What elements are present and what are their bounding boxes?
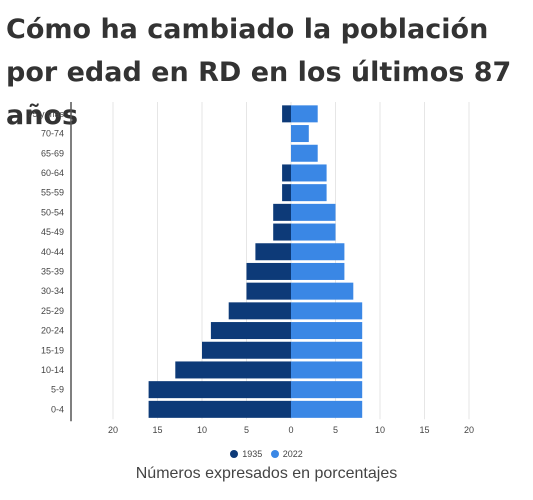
bar-2022-35-39 (291, 262, 345, 280)
y-tick-label-4: 55-59 (41, 188, 64, 198)
legend-label-1935: 1935 (242, 449, 263, 459)
bar-1935-55-59 (282, 184, 291, 202)
legend-item-1935[interactable]: 1935 (230, 449, 262, 459)
bar-2022-55-59 (291, 184, 327, 202)
y-tick-label-11: 20-24 (41, 326, 64, 336)
chart-legend: 1935 2022 (0, 449, 533, 460)
bar-2022-60-64 (291, 164, 327, 182)
y-tick-label-0: 75 y más (27, 109, 64, 119)
y-tick-label-9: 30-34 (41, 286, 64, 296)
bar-1935-35-39 (246, 262, 291, 280)
x-tick-label-4: 0 (288, 425, 293, 435)
bar-2022-30-34 (291, 282, 354, 300)
y-tick-label-3: 60-64 (41, 168, 64, 178)
x-tick-label-2: 10 (197, 425, 207, 435)
x-tick-label-8: 20 (464, 425, 474, 435)
bar-2022-20-24 (291, 322, 363, 340)
bar-1935-50-54 (273, 203, 291, 221)
bar-1935-45-49 (273, 223, 291, 241)
axes: 20 15 10 5 0 5 10 15 20 75 y más 70-74 65-69 60-64 55… (27, 102, 474, 435)
bar-2022-15-19 (291, 341, 363, 359)
x-tick-label-1: 15 (152, 425, 162, 435)
bar-1935-25-29 (228, 302, 291, 320)
y-tick-label-6: 45-49 (41, 227, 64, 237)
bar-2022-40-44 (291, 243, 345, 261)
y-tick-label-8: 35-39 (41, 266, 64, 276)
bar-1935-15-19 (202, 341, 291, 359)
y-tick-label-2: 65-69 (41, 148, 64, 158)
population-pyramid-chart: 20 15 10 5 0 5 10 15 20 75 y más 70-74 65-69 60-64 55… (27, 102, 474, 435)
legend-swatch-1935 (230, 450, 239, 458)
chart-title: Cómo ha cambiado la población por edad e… (6, 14, 512, 131)
y-tick-label-10: 25-29 (41, 306, 64, 316)
y-tick-label-12: 15-19 (41, 345, 64, 355)
y-tick-label-15: 0-4 (51, 404, 64, 414)
bar-1935-40-44 (255, 243, 291, 261)
y-tick-label-14: 5-9 (51, 385, 64, 395)
legend-item-2022[interactable]: 2022 (270, 449, 303, 459)
x-tick-label-0: 20 (108, 425, 118, 435)
x-tick-label-5: 5 (333, 425, 338, 435)
bar-1935-5-9 (148, 381, 291, 399)
bar-1935-30-34 (246, 282, 291, 300)
bar-2022-70-74 (291, 125, 309, 143)
bar-2022-65-69 (291, 144, 318, 162)
units-note: Números expresados en porcentajes (135, 465, 398, 482)
bar-1935-60-64 (282, 164, 291, 182)
bars (148, 105, 363, 418)
bar-1935-75 y más (282, 105, 291, 123)
x-tick-label-6: 10 (375, 425, 385, 435)
bar-2022-25-29 (291, 302, 363, 320)
legend-swatch-2022 (270, 450, 279, 458)
x-tick-label-3: 5 (244, 425, 249, 435)
bar-2022-50-54 (291, 203, 336, 221)
bar-1935-10-14 (175, 361, 291, 379)
y-tick-label-1: 70-74 (41, 129, 64, 139)
y-tick-label-13: 10-14 (41, 365, 64, 375)
x-tick-label-7: 15 (419, 425, 429, 435)
bar-1935-20-24 (210, 322, 291, 340)
bar-1935-0-4 (148, 400, 291, 418)
bar-2022-45-49 (291, 223, 336, 241)
legend-label-2022: 2022 (282, 449, 303, 459)
y-tick-label-7: 40-44 (41, 247, 64, 257)
bar-2022-10-14 (291, 361, 363, 379)
bar-2022-75 y más (291, 105, 318, 123)
bar-2022-5-9 (291, 381, 363, 399)
bar-2022-0-4 (291, 400, 363, 418)
y-tick-label-5: 50-54 (41, 207, 64, 217)
